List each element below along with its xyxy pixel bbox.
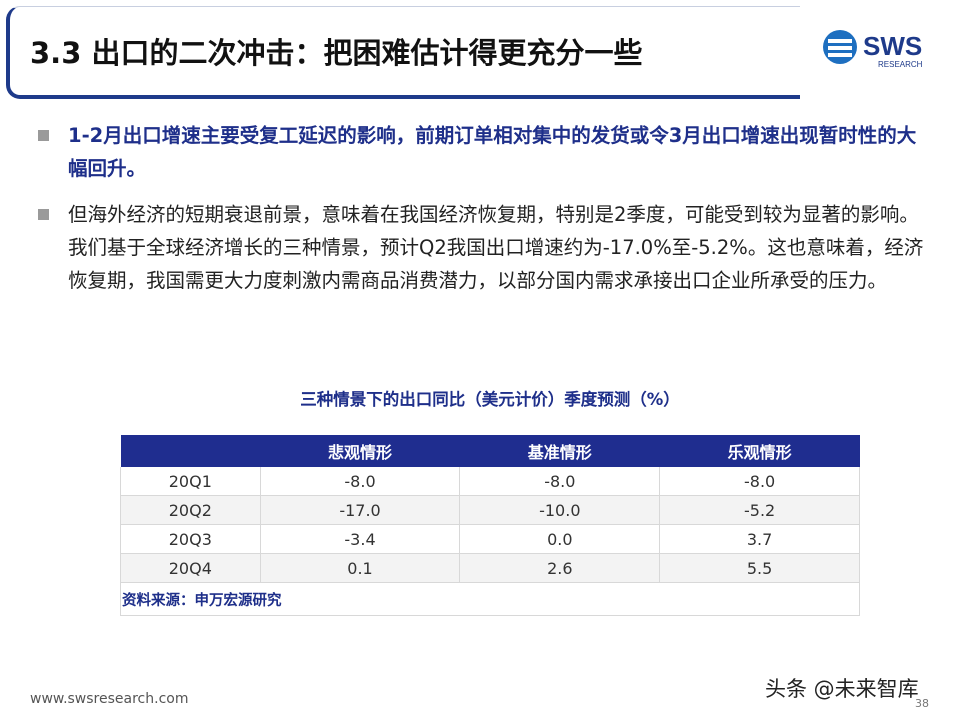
logo-text: SWS [863, 31, 922, 61]
watermark: 头条 @未来智库 [765, 677, 919, 701]
table: 悲观情形 基准情形 乐观情形 20Q1 -8.0 -8.0 -8.0 20Q2 -17.0 -10… [120, 435, 860, 616]
table-cell: 20Q2 [120, 495, 261, 525]
page-number: 38 [915, 697, 929, 710]
header-cell: 乐观情形 [659, 435, 860, 467]
bullet-text: 1-2月出口增速主要受复工延迟的影响，前期订单相对集中的发货或令3月出口增速出现… [68, 124, 917, 180]
table-cell: -10.0 [459, 495, 661, 525]
header-cell: 基准情形 [459, 435, 660, 467]
table-cell: -8.0 [659, 467, 860, 496]
source-note: 资料来源：申万宏源研究 [120, 582, 860, 616]
table-cell: -5.2 [659, 495, 860, 525]
table-cell: 20Q4 [120, 553, 261, 583]
logo: SWS RESEARCH [823, 30, 923, 69]
table-cell: -8.0 [259, 467, 461, 496]
bullet-text: 但海外经济的短期衰退前景，意味着在我国经济恢复期，特别是2季度，可能受到较为显著… [68, 203, 924, 292]
slide-title: 3.3 出口的二次冲击：把困难估计得更充分一些 [30, 36, 643, 70]
table-cell: -17.0 [259, 495, 461, 525]
header-cell [120, 435, 261, 467]
table-row: 20Q3 -3.4 0.0 3.7 [120, 524, 860, 554]
table-cell: 2.6 [459, 553, 661, 583]
header-cell: 悲观情形 [260, 435, 460, 467]
logo-sub: RESEARCH [878, 60, 923, 69]
bullet: 但海外经济的短期衰退前景，意味着在我国经济恢复期，特别是2季度，可能受到较为显著… [38, 198, 928, 297]
table-cell: 0.1 [259, 553, 461, 583]
table-cell: 20Q3 [120, 524, 261, 554]
table-cell: -8.0 [459, 467, 661, 496]
header-frame [6, 6, 800, 99]
table-cell: 3.7 [659, 524, 860, 554]
table-row: 20Q2 -17.0 -10.0 -5.2 [120, 495, 860, 525]
table-row: 20Q1 -8.0 -8.0 -8.0 [120, 467, 860, 496]
table-row: 20Q4 0.1 2.6 5.5 [120, 553, 860, 583]
table-cell: 20Q1 [120, 467, 261, 496]
footer-url: www.swsresearch.com [30, 691, 189, 707]
table-cell: -3.4 [259, 524, 461, 554]
table-cell: 0.0 [459, 524, 661, 554]
bullet: 1-2月出口增速主要受复工延迟的影响，前期订单相对集中的发货或令3月出口增速出现… [38, 119, 928, 185]
source-row: 资料来源：申万宏源研究 [120, 582, 860, 616]
table-cell: 5.5 [659, 553, 860, 583]
table-title: 三种情景下的出口同比（美元计价）季度预测（%） [300, 390, 680, 409]
